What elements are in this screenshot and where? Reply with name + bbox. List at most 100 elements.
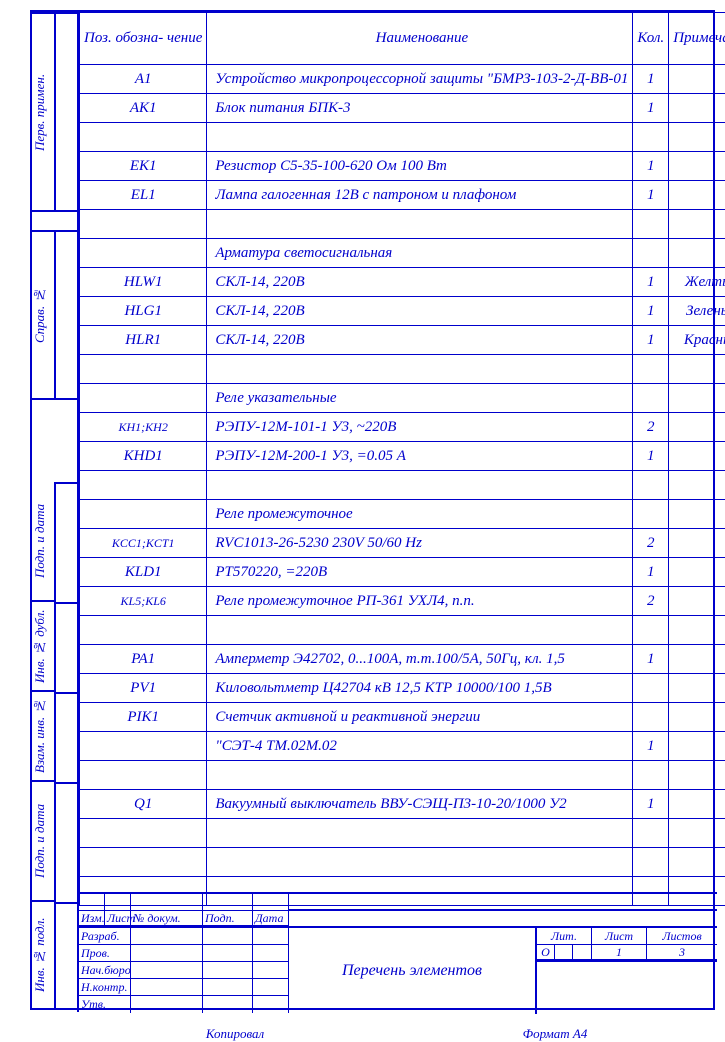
- table-row: KCC1;KCT1RVC1013-26-5230 230V 50/60 Hz2: [80, 529, 725, 558]
- cell-naim: Реле промежуточное РП-361 УХЛ4, п.п.: [207, 587, 633, 616]
- table-row: Q1Вакуумный выключатель ВВУ-СЭЩ-П3-10-20…: [80, 790, 725, 819]
- footer-format: Формат А4: [425, 1026, 685, 1042]
- cell-poz: KHD1: [80, 442, 207, 471]
- cell-poz: [80, 819, 207, 848]
- table-row: KLD1РТ570220, =220В1: [80, 558, 725, 587]
- cell-prim: [669, 761, 725, 790]
- header-prim: Примечание: [669, 13, 725, 65]
- side-box-7: [54, 902, 77, 1010]
- cell-kol: 1: [633, 790, 669, 819]
- cell-kol: [633, 239, 669, 268]
- cell-prim: [669, 616, 725, 645]
- cell-poz: [80, 123, 207, 152]
- cell-kol: [633, 616, 669, 645]
- inner-frame: Поз. обозна- чение Наименование Кол. При…: [77, 12, 717, 1012]
- side-box-2: [54, 230, 77, 400]
- cell-kol: [633, 761, 669, 790]
- cell-prim: [669, 732, 725, 761]
- table-row: [80, 761, 725, 790]
- tb-designation-empty: [289, 894, 717, 911]
- cell-naim: РЭПУ-12М-101-1 У3, ~220В: [207, 413, 633, 442]
- cell-naim: Арматура светосигнальная: [207, 239, 633, 268]
- cell-kol: [633, 123, 669, 152]
- header-poz: Поз. обозна- чение: [80, 13, 207, 65]
- footer: Копировал Формат А4: [45, 1026, 685, 1042]
- cell-poz: [80, 500, 207, 529]
- cell-naim: Вакуумный выключатель ВВУ-СЭЩ-П3-10-20/1…: [207, 790, 633, 819]
- tb-nachburo: Нач.бюро: [79, 962, 131, 979]
- tb-dokum: № докум.: [131, 911, 203, 926]
- cell-kol: [633, 819, 669, 848]
- parts-table: Поз. обозна- чение Наименование Кол. При…: [79, 12, 725, 906]
- cell-prim: [669, 587, 725, 616]
- cell-kol: 1: [633, 326, 669, 355]
- cell-prim: [669, 442, 725, 471]
- side-podp2: Подп. и дата: [32, 782, 55, 902]
- cell-naim: РЭПУ-12М-200-1 У3, =0.05 А: [207, 442, 633, 471]
- table-row: KHD1 РЭПУ-12М-200-1 У3, =0.05 А1: [80, 442, 725, 471]
- tb-list-h: Лист: [592, 928, 647, 945]
- tb-empty: [253, 894, 289, 911]
- table-row: [80, 123, 725, 152]
- cell-naim: Устройство микропроцессорной защиты "БМР…: [207, 65, 633, 94]
- cell-poz: A1: [80, 65, 207, 94]
- cell-prim: [669, 645, 725, 674]
- cell-poz: AK1: [80, 94, 207, 123]
- side-vzam: Взам. инв. №: [32, 692, 55, 782]
- cell-prim: [669, 239, 725, 268]
- tb-utv: Утв.: [79, 996, 131, 1013]
- tb-right-block: Лит. Лист Листов О 1 3: [537, 928, 717, 1014]
- tb-title: Перечень элементов: [289, 928, 537, 1014]
- cell-poz: EK1: [80, 152, 207, 181]
- cell-prim: [669, 703, 725, 732]
- table-row: [80, 819, 725, 848]
- side-perv: Перв. примен.: [32, 12, 55, 212]
- cell-naim: [207, 210, 633, 239]
- tb-list-v: 1: [592, 945, 647, 960]
- table-row: [80, 848, 725, 877]
- table-row: EL1 Лампа галогенная 12В с патроном и пл…: [80, 181, 725, 210]
- tb-nkontr: Н.контр.: [79, 979, 131, 996]
- cell-naim: [207, 848, 633, 877]
- cell-prim: [669, 210, 725, 239]
- cell-poz: HLW1: [80, 268, 207, 297]
- tb-podp: Подп.: [203, 911, 253, 926]
- cell-kol: 1: [633, 94, 669, 123]
- cell-naim: СКЛ-14, 220В: [207, 268, 633, 297]
- table-header-row: Поз. обозна- чение Наименование Кол. При…: [80, 13, 725, 65]
- cell-poz: [80, 355, 207, 384]
- tb-org-empty: [537, 962, 717, 1014]
- cell-prim: [669, 558, 725, 587]
- cell-prim: [669, 819, 725, 848]
- cell-poz: PA1: [80, 645, 207, 674]
- cell-poz: KH1;KH2: [80, 413, 207, 442]
- cell-naim: Реле указательные: [207, 384, 633, 413]
- cell-poz: PIK1: [80, 703, 207, 732]
- cell-kol: [633, 471, 669, 500]
- cell-naim: [207, 471, 633, 500]
- cell-poz: [80, 732, 207, 761]
- cell-prim: [669, 848, 725, 877]
- cell-naim: Резистор С5-35-100-620 Ом 100 Вт: [207, 152, 633, 181]
- table-row: [80, 616, 725, 645]
- cell-poz: KL5;KL6: [80, 587, 207, 616]
- table-row: Арматура светосигнальная: [80, 239, 725, 268]
- tb-lit-v: О: [537, 945, 555, 960]
- side-box-3: [54, 482, 77, 602]
- cell-kol: 1: [633, 442, 669, 471]
- tb-empty: [105, 894, 131, 911]
- cell-kol: 1: [633, 268, 669, 297]
- side-box-1: [54, 12, 77, 212]
- cell-naim: СКЛ-14, 220В: [207, 326, 633, 355]
- cell-prim: [669, 413, 725, 442]
- tb-izm: Изм.: [79, 911, 105, 926]
- cell-naim: Лампа галогенная 12В с патроном и плафон…: [207, 181, 633, 210]
- cell-kol: 1: [633, 558, 669, 587]
- cell-kol: [633, 703, 669, 732]
- cell-prim: [669, 355, 725, 384]
- cell-naim: [207, 355, 633, 384]
- cell-prim: [669, 384, 725, 413]
- cell-naim: Реле промежуточное: [207, 500, 633, 529]
- cell-poz: Q1: [80, 790, 207, 819]
- cell-naim: [207, 616, 633, 645]
